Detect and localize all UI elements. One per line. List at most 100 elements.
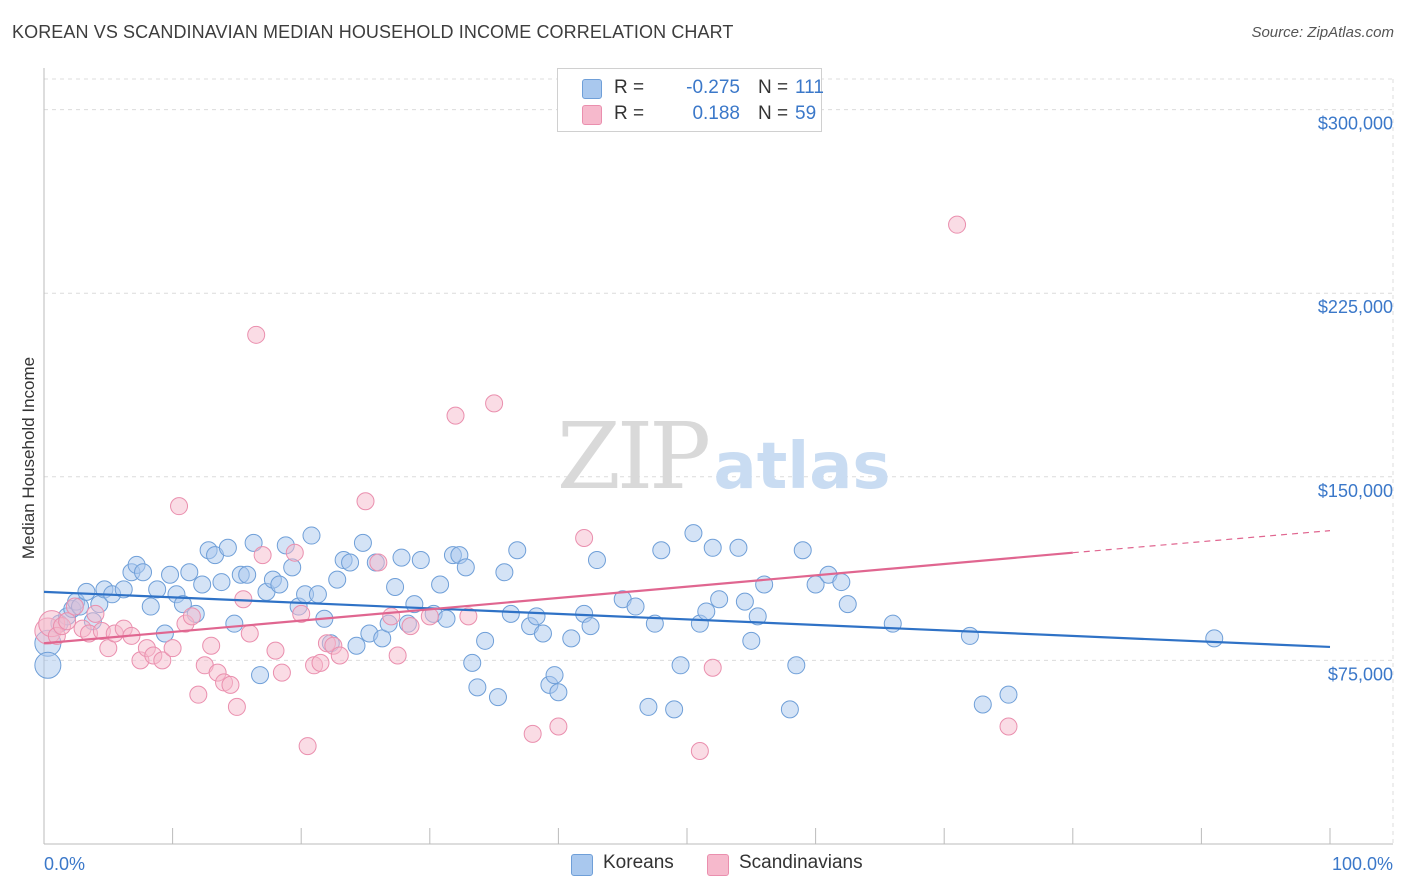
korean-point bbox=[180, 563, 199, 582]
scandinavian-point bbox=[311, 653, 330, 672]
korean-point bbox=[545, 666, 564, 685]
scandinavian-point bbox=[459, 607, 478, 626]
korean-point bbox=[562, 629, 581, 648]
korean-point bbox=[193, 575, 212, 594]
korean-point bbox=[392, 548, 411, 567]
korean-point bbox=[639, 697, 658, 716]
scandinavian-point bbox=[523, 724, 542, 743]
y-axis-label: Median Household Income bbox=[19, 357, 38, 559]
korean-point bbox=[134, 563, 153, 582]
trend-lines bbox=[43, 530, 1331, 649]
scandinavian-point bbox=[253, 546, 272, 565]
korean-point bbox=[697, 602, 716, 621]
scandinavian-point bbox=[247, 325, 266, 344]
korean-point bbox=[34, 651, 62, 679]
koreans-legend-swatch bbox=[571, 854, 593, 876]
korean-point bbox=[793, 541, 812, 560]
x-tick-label-min: 0.0% bbox=[44, 854, 85, 874]
scandinavian-point bbox=[446, 406, 465, 425]
korean-point bbox=[161, 565, 180, 584]
chart-title: KOREAN VS SCANDINAVIAN MEDIAN HOUSEHOLD … bbox=[12, 22, 734, 42]
korean-point bbox=[533, 624, 552, 643]
scandinavian-points bbox=[34, 215, 1018, 760]
korean-point bbox=[141, 597, 160, 616]
korean-point bbox=[832, 573, 851, 592]
korean-point bbox=[671, 656, 690, 675]
korean-point bbox=[328, 570, 347, 589]
korean-point bbox=[645, 614, 664, 633]
korean-point bbox=[238, 565, 257, 584]
y-tick-label-2: $225,000 bbox=[1318, 297, 1393, 317]
scandinavian-point bbox=[266, 641, 285, 660]
korean-point bbox=[218, 538, 237, 557]
scandinavian-point bbox=[58, 612, 77, 631]
korean-point bbox=[302, 526, 321, 545]
y-tick-label-3: $300,000 bbox=[1318, 114, 1393, 134]
korean-point bbox=[488, 688, 507, 707]
n-value: 111 bbox=[795, 77, 824, 98]
korean-point bbox=[742, 631, 761, 650]
korean-point bbox=[431, 575, 450, 594]
korean-point bbox=[411, 551, 430, 570]
korean-point bbox=[780, 700, 799, 719]
scandinavian-point bbox=[285, 543, 304, 562]
r-label: R = bbox=[614, 103, 645, 124]
scandinavian-point bbox=[999, 717, 1018, 736]
y-tick-labels: $75,000 $150,000 $225,000 $300,000 bbox=[1318, 114, 1393, 685]
watermark-zip: ZIP bbox=[557, 403, 708, 510]
scandinavian-point bbox=[272, 663, 291, 682]
x-tick-label-max: 100.0% bbox=[1332, 854, 1393, 874]
korean-point bbox=[838, 595, 857, 614]
korean-point bbox=[495, 563, 514, 582]
scandinavians-swatch bbox=[582, 105, 602, 125]
korean-point bbox=[386, 577, 405, 596]
korean-point bbox=[251, 666, 270, 685]
korean-point bbox=[508, 541, 527, 560]
korean-point bbox=[665, 700, 684, 719]
scandinavian-trend-line bbox=[43, 551, 1073, 645]
koreans-swatch bbox=[582, 79, 602, 99]
scandinavian-point bbox=[330, 646, 349, 665]
korean-point bbox=[710, 590, 729, 609]
korean-point bbox=[684, 524, 703, 543]
korean-point bbox=[244, 533, 263, 552]
scandinavian-point bbox=[298, 737, 317, 756]
source-label: Source: ZipAtlas.com bbox=[1251, 24, 1394, 41]
scandinavian-trend-extension bbox=[1072, 530, 1331, 554]
scandinavian-point bbox=[549, 717, 568, 736]
korean-point bbox=[463, 653, 482, 672]
korean-point bbox=[581, 617, 600, 636]
korean-point bbox=[587, 551, 606, 570]
korean-point bbox=[476, 631, 495, 650]
scandinavian-point bbox=[369, 553, 388, 572]
scandinavians-legend-label: Scandinavians bbox=[739, 852, 863, 873]
watermark-atlas: atlas bbox=[714, 430, 891, 504]
n-label: N = bbox=[758, 103, 789, 124]
scandinavian-point bbox=[182, 607, 201, 626]
scandinavian-point bbox=[388, 646, 407, 665]
korean-point bbox=[212, 573, 231, 592]
watermark: ZIP atlas bbox=[557, 403, 891, 510]
correlation-legend: R = -0.275 N = 111 R = 0.188 N = 59 bbox=[557, 68, 824, 132]
scandinavian-point bbox=[948, 215, 967, 234]
korean-point bbox=[148, 580, 167, 599]
korean-point bbox=[283, 558, 302, 577]
scandinavian-point bbox=[202, 636, 221, 655]
korean-point bbox=[626, 597, 645, 616]
korean-point bbox=[729, 538, 748, 557]
korean-point bbox=[173, 595, 192, 614]
korean-point bbox=[748, 607, 767, 626]
korean-point bbox=[437, 609, 456, 628]
koreans-legend-label: Koreans bbox=[603, 852, 674, 873]
korean-point bbox=[353, 533, 372, 552]
korean-point bbox=[77, 582, 96, 601]
korean-point bbox=[527, 607, 546, 626]
r-value: -0.275 bbox=[686, 77, 740, 98]
scandinavian-point bbox=[163, 639, 182, 658]
r-value: 0.188 bbox=[692, 103, 740, 124]
korean-point bbox=[114, 580, 133, 599]
r-label: R = bbox=[614, 77, 645, 98]
scandinavian-point bbox=[356, 492, 375, 511]
korean-point bbox=[501, 604, 520, 623]
